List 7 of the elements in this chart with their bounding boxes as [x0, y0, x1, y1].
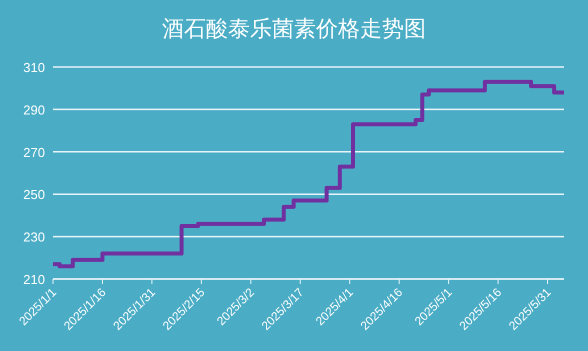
y-tick-label: 210	[23, 272, 45, 287]
y-tick-label: 310	[23, 60, 45, 75]
y-tick-label: 230	[23, 230, 45, 245]
y-tick-label: 290	[23, 102, 45, 118]
y-tick-label: 270	[23, 144, 45, 160]
y-tick-label: 250	[23, 187, 45, 202]
chart-title: 酒石酸泰乐菌素价格走势图	[162, 16, 426, 41]
